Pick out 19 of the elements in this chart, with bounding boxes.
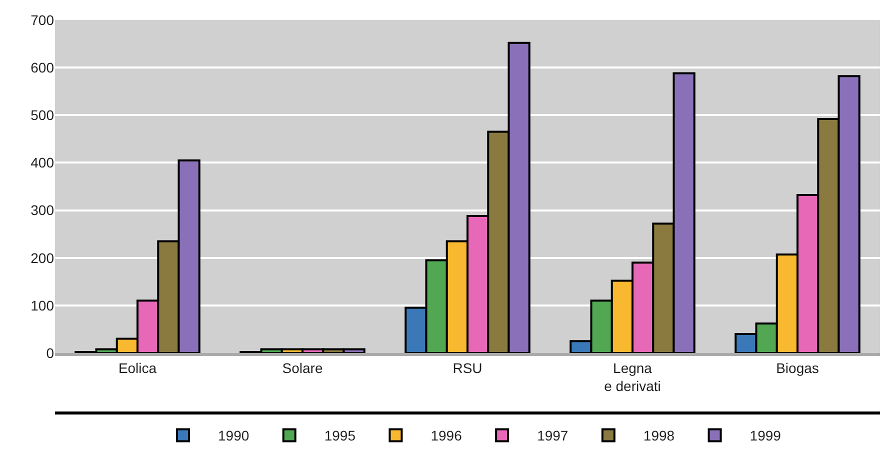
legend-label: 1997 <box>537 428 568 444</box>
y-tick-label: 0 <box>46 344 54 361</box>
legend-label: 1998 <box>643 428 675 444</box>
legend-label: 1996 <box>430 428 462 444</box>
x-tick-label: Solare <box>282 360 323 376</box>
y-tick-label: 200 <box>30 250 54 266</box>
y-tick-label: 100 <box>30 297 54 314</box>
legend-label: 1999 <box>750 428 782 444</box>
y-tick-label: 300 <box>30 202 54 218</box>
y-tick-label: 600 <box>30 59 54 76</box>
x-tick-label: Eolica <box>118 360 157 376</box>
legend-label: 1995 <box>324 428 356 444</box>
legend-label: 1990 <box>218 428 250 444</box>
x-tick-label: Biogas <box>776 360 819 376</box>
y-tick-label: 400 <box>30 154 54 171</box>
x-tick-label: RSU <box>452 360 482 376</box>
y-tick-label: 500 <box>30 107 54 124</box>
x-tick-label: Legna e derivati <box>604 360 661 394</box>
y-tick-label: 700 <box>30 12 54 28</box>
